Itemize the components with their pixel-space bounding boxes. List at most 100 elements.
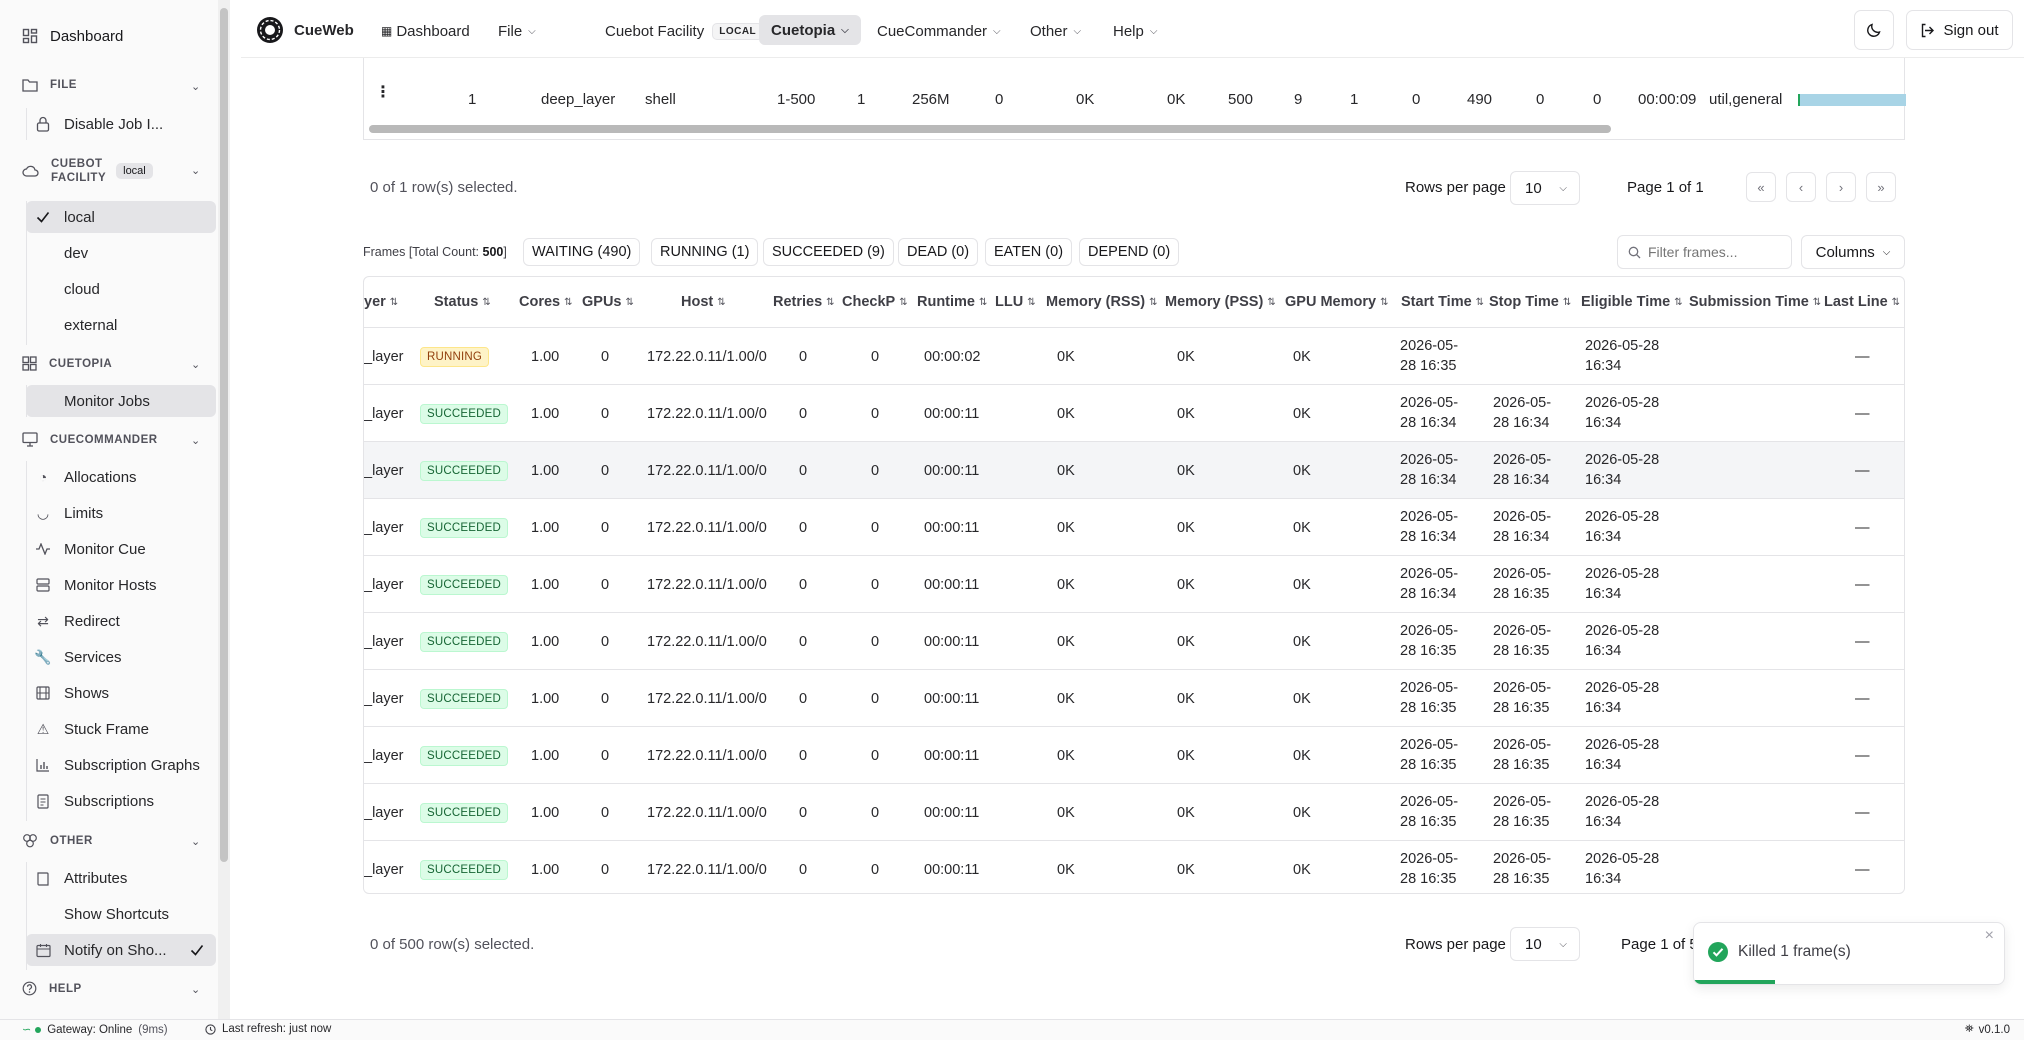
sort-icon[interactable]: ⇅: [899, 296, 908, 308]
column-header-submission-time[interactable]: Submission Time ⇅: [1689, 277, 1821, 327]
sidebar-item-notify-on-show[interactable]: Notify on Sho...: [26, 934, 216, 966]
chevron-down-icon[interactable]: ⌄: [191, 359, 201, 371]
section-other[interactable]: OTHER: [22, 833, 93, 848]
sidebar-item-shows[interactable]: Shows: [26, 677, 216, 709]
sort-icon[interactable]: ⇅: [1027, 296, 1036, 308]
nav-dashboard[interactable]: ▦ Dashboard: [381, 17, 470, 45]
app-logo[interactable]: CueWeb: [256, 16, 354, 44]
sidebar-item-local[interactable]: local: [26, 201, 216, 233]
section-facility[interactable]: CUEBOT FACILITY local: [22, 157, 153, 185]
table-row[interactable]: _layer SUCCEEDED 1.00 0 172.22.0.11/1.00/0 0 0…: [364, 669, 1904, 726]
column-header-runtime[interactable]: Runtime ⇅: [917, 277, 987, 327]
sidebar-item-attributes[interactable]: Attributes: [26, 862, 216, 894]
table-row[interactable]: _layer SUCCEEDED 1.00 0 172.22.0.11/1.00/0 0 0…: [364, 555, 1904, 612]
section-help[interactable]: HELP: [22, 981, 82, 996]
column-header-retries[interactable]: Retries ⇅: [773, 277, 835, 327]
nav-facility-menu[interactable]: Cuebot Facility LOCAL ⌵: [605, 17, 783, 45]
column-header-last-line[interactable]: Last Line ⇅: [1824, 277, 1900, 327]
column-header-start-time[interactable]: Start Time ⇅: [1401, 277, 1484, 327]
sort-icon[interactable]: ⇅: [625, 296, 634, 308]
filter-chip-succeeded[interactable]: SUCCEEDED (9): [763, 238, 894, 266]
sort-icon[interactable]: ⇅: [1149, 296, 1158, 308]
sidebar-item-show-shortcuts[interactable]: Show Shortcuts: [26, 898, 216, 930]
sidebar-item-subscription-graphs[interactable]: Subscription Graphs: [26, 749, 216, 781]
sidebar-item-monitor-jobs[interactable]: Monitor Jobs: [26, 385, 216, 417]
column-header-eligible-time[interactable]: Eligible Time ⇅: [1581, 277, 1683, 327]
nav-cuetopia-menu[interactable]: Cuetopia ⌵: [759, 15, 861, 45]
sort-icon[interactable]: ⇅: [826, 296, 835, 308]
column-header-gpus[interactable]: GPUs ⇅: [582, 277, 634, 327]
sort-icon[interactable]: ⇅: [1891, 296, 1901, 308]
sidebar-item-limits[interactable]: ◡ Limits: [26, 497, 216, 529]
table-row[interactable]: _layer RUNNING 1.00 0 172.22.0.11/1.00/0 0 0 00…: [364, 327, 1904, 384]
sidebar-item-stuck-frame[interactable]: ⚠ Stuck Frame: [26, 713, 216, 745]
table-row[interactable]: _layer SUCCEEDED 1.00 0 172.22.0.11/1.00/0 0 0…: [364, 612, 1904, 669]
sidebar-dashboard[interactable]: Dashboard: [22, 22, 123, 50]
nav-cuecommander-menu[interactable]: CueCommander ⌵: [877, 17, 1001, 45]
section-cuecommander[interactable]: CUECOMMANDER: [22, 432, 158, 447]
sidebar-item-monitor-hosts[interactable]: Monitor Hosts: [26, 569, 216, 601]
close-icon[interactable]: ×: [1984, 927, 1994, 944]
chevron-down-icon[interactable]: ⌄: [191, 81, 201, 93]
sidebar-item-services[interactable]: 🔧 Services: [26, 641, 216, 673]
sort-icon[interactable]: ⇅: [979, 296, 988, 308]
column-header-cores[interactable]: Cores ⇅: [519, 277, 573, 327]
sort-icon[interactable]: ⇅: [1562, 296, 1572, 308]
nav-other-menu[interactable]: Other ⌵: [1030, 17, 1081, 45]
columns-button[interactable]: Columns ⌵: [1801, 235, 1905, 269]
sidebar-item-redirect[interactable]: ⇄ Redirect: [26, 605, 216, 637]
sort-icon[interactable]: ⇅: [717, 296, 726, 308]
table-row[interactable]: _layer SUCCEEDED 1.00 0 172.22.0.11/1.00/0 0 0…: [364, 384, 1904, 441]
sort-icon[interactable]: ⇅: [564, 296, 573, 308]
sort-icon[interactable]: ⇅: [389, 296, 399, 308]
column-header-checkp[interactable]: CheckP ⇅: [842, 277, 908, 327]
nav-help-menu[interactable]: Help ⌵: [1113, 17, 1157, 45]
sidebar-item-monitor-cue[interactable]: Monitor Cue: [26, 533, 216, 565]
prev-page-button[interactable]: ‹: [1786, 172, 1816, 202]
sort-icon[interactable]: ⇅: [1674, 296, 1683, 308]
chevron-down-icon[interactable]: ⌄: [191, 984, 201, 996]
column-header-memory-pss[interactable]: Memory (PSS) ⇅: [1165, 277, 1276, 327]
table-row[interactable]: _layer SUCCEEDED 1.00 0 172.22.0.11/1.00/0 0 0…: [364, 726, 1904, 783]
chevron-down-icon[interactable]: ⌄: [191, 836, 201, 848]
nav-file-menu[interactable]: File ⌵: [498, 17, 536, 45]
filter-frames-field[interactable]: [1617, 235, 1792, 269]
column-header-stop-time[interactable]: Stop Time ⇅: [1489, 277, 1571, 327]
filter-chip-dead[interactable]: DEAD (0): [898, 238, 979, 266]
table-row[interactable]: _layer SUCCEEDED 1.00 0 172.22.0.11/1.00/0 0 0…: [364, 840, 1904, 893]
sidebar-item-allocations[interactable]: ◔ Allocations: [26, 461, 216, 493]
sort-icon[interactable]: ⇅: [1812, 296, 1822, 308]
table-row[interactable]: _layer SUCCEEDED 1.00 0 172.22.0.11/1.00/0 0 0…: [364, 783, 1904, 840]
filter-frames-input[interactable]: [1648, 244, 1788, 260]
column-header-status[interactable]: Status ⇅: [434, 277, 491, 327]
sort-icon[interactable]: ⇅: [482, 296, 491, 308]
first-page-button[interactable]: «: [1746, 172, 1776, 202]
sidebar-item-subscriptions[interactable]: Subscriptions: [26, 785, 216, 817]
sidebar-item-dev[interactable]: dev: [26, 237, 216, 269]
layers-horizontal-scrollbar[interactable]: [369, 125, 1611, 133]
column-header-gpu-memory[interactable]: GPU Memory ⇅: [1285, 277, 1388, 327]
column-header-host[interactable]: Host ⇅: [681, 277, 726, 327]
section-cuetopia[interactable]: CUETOPIA: [22, 356, 112, 371]
frames-rows-per-page-select[interactable]: 10 ⌵: [1510, 927, 1580, 961]
row-actions-menu[interactable]: ⋮: [375, 84, 391, 101]
sign-out-button[interactable]: Sign out: [1906, 10, 2013, 50]
sidebar-item-cloud[interactable]: cloud: [26, 273, 216, 305]
table-row[interactable]: _layer SUCCEEDED 1.00 0 172.22.0.11/1.00/0 0 0…: [364, 498, 1904, 555]
chevron-down-icon[interactable]: ⌄: [191, 435, 201, 447]
theme-toggle-button[interactable]: [1854, 10, 1894, 50]
sort-icon[interactable]: ⇅: [1475, 296, 1485, 308]
filter-chip-depend[interactable]: DEPEND (0): [1079, 238, 1180, 266]
section-file[interactable]: FILE: [22, 78, 77, 92]
sidebar-item-disable-job[interactable]: Disable Job I...: [26, 108, 216, 140]
column-header-memory-rss[interactable]: Memory (RSS) ⇅: [1046, 277, 1158, 327]
sort-icon[interactable]: ⇅: [1380, 296, 1389, 308]
sort-icon[interactable]: ⇅: [1267, 296, 1276, 308]
last-page-button[interactable]: »: [1866, 172, 1896, 202]
filter-chip-eaten[interactable]: EATEN (0): [985, 238, 1073, 266]
next-page-button[interactable]: ›: [1826, 172, 1856, 202]
filter-chip-running[interactable]: RUNNING (1): [651, 238, 759, 266]
sidebar-scrollbar[interactable]: [220, 8, 228, 862]
sidebar-item-external[interactable]: external: [26, 309, 216, 341]
layers-rows-per-page-select[interactable]: 10 ⌵: [1510, 171, 1580, 205]
